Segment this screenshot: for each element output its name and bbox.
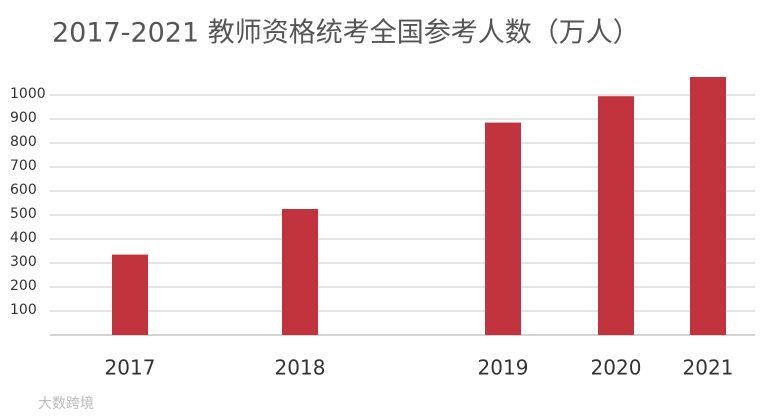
x-tick-label: 2017 bbox=[105, 356, 156, 380]
y-tick-label: 500 bbox=[10, 206, 37, 222]
y-tick-label: 800 bbox=[10, 134, 37, 150]
y-tick-label: 400 bbox=[10, 230, 37, 246]
bar bbox=[282, 209, 318, 335]
bar bbox=[112, 254, 148, 335]
y-tick-label: 900 bbox=[10, 110, 37, 126]
x-tick-label: 2019 bbox=[478, 356, 529, 380]
y-tick-label: 200 bbox=[10, 278, 37, 294]
y-tick-label: 1000 bbox=[10, 86, 46, 102]
y-tick-label: 300 bbox=[10, 254, 37, 270]
x-tick-label: 2021 bbox=[683, 356, 734, 380]
y-tick-label: 700 bbox=[10, 158, 37, 174]
y-tick-label: 100 bbox=[10, 302, 37, 318]
watermark: 大数跨境 bbox=[38, 396, 94, 412]
bar bbox=[485, 122, 521, 335]
y-tick-label: 600 bbox=[10, 182, 37, 198]
x-tick-label: 2018 bbox=[275, 356, 326, 380]
chart-title: 2017-2021 教师资格统考全国参考人数（万人） bbox=[52, 18, 640, 49]
x-tick-label: 2020 bbox=[591, 356, 642, 380]
bar bbox=[598, 96, 634, 335]
bar bbox=[690, 77, 726, 335]
